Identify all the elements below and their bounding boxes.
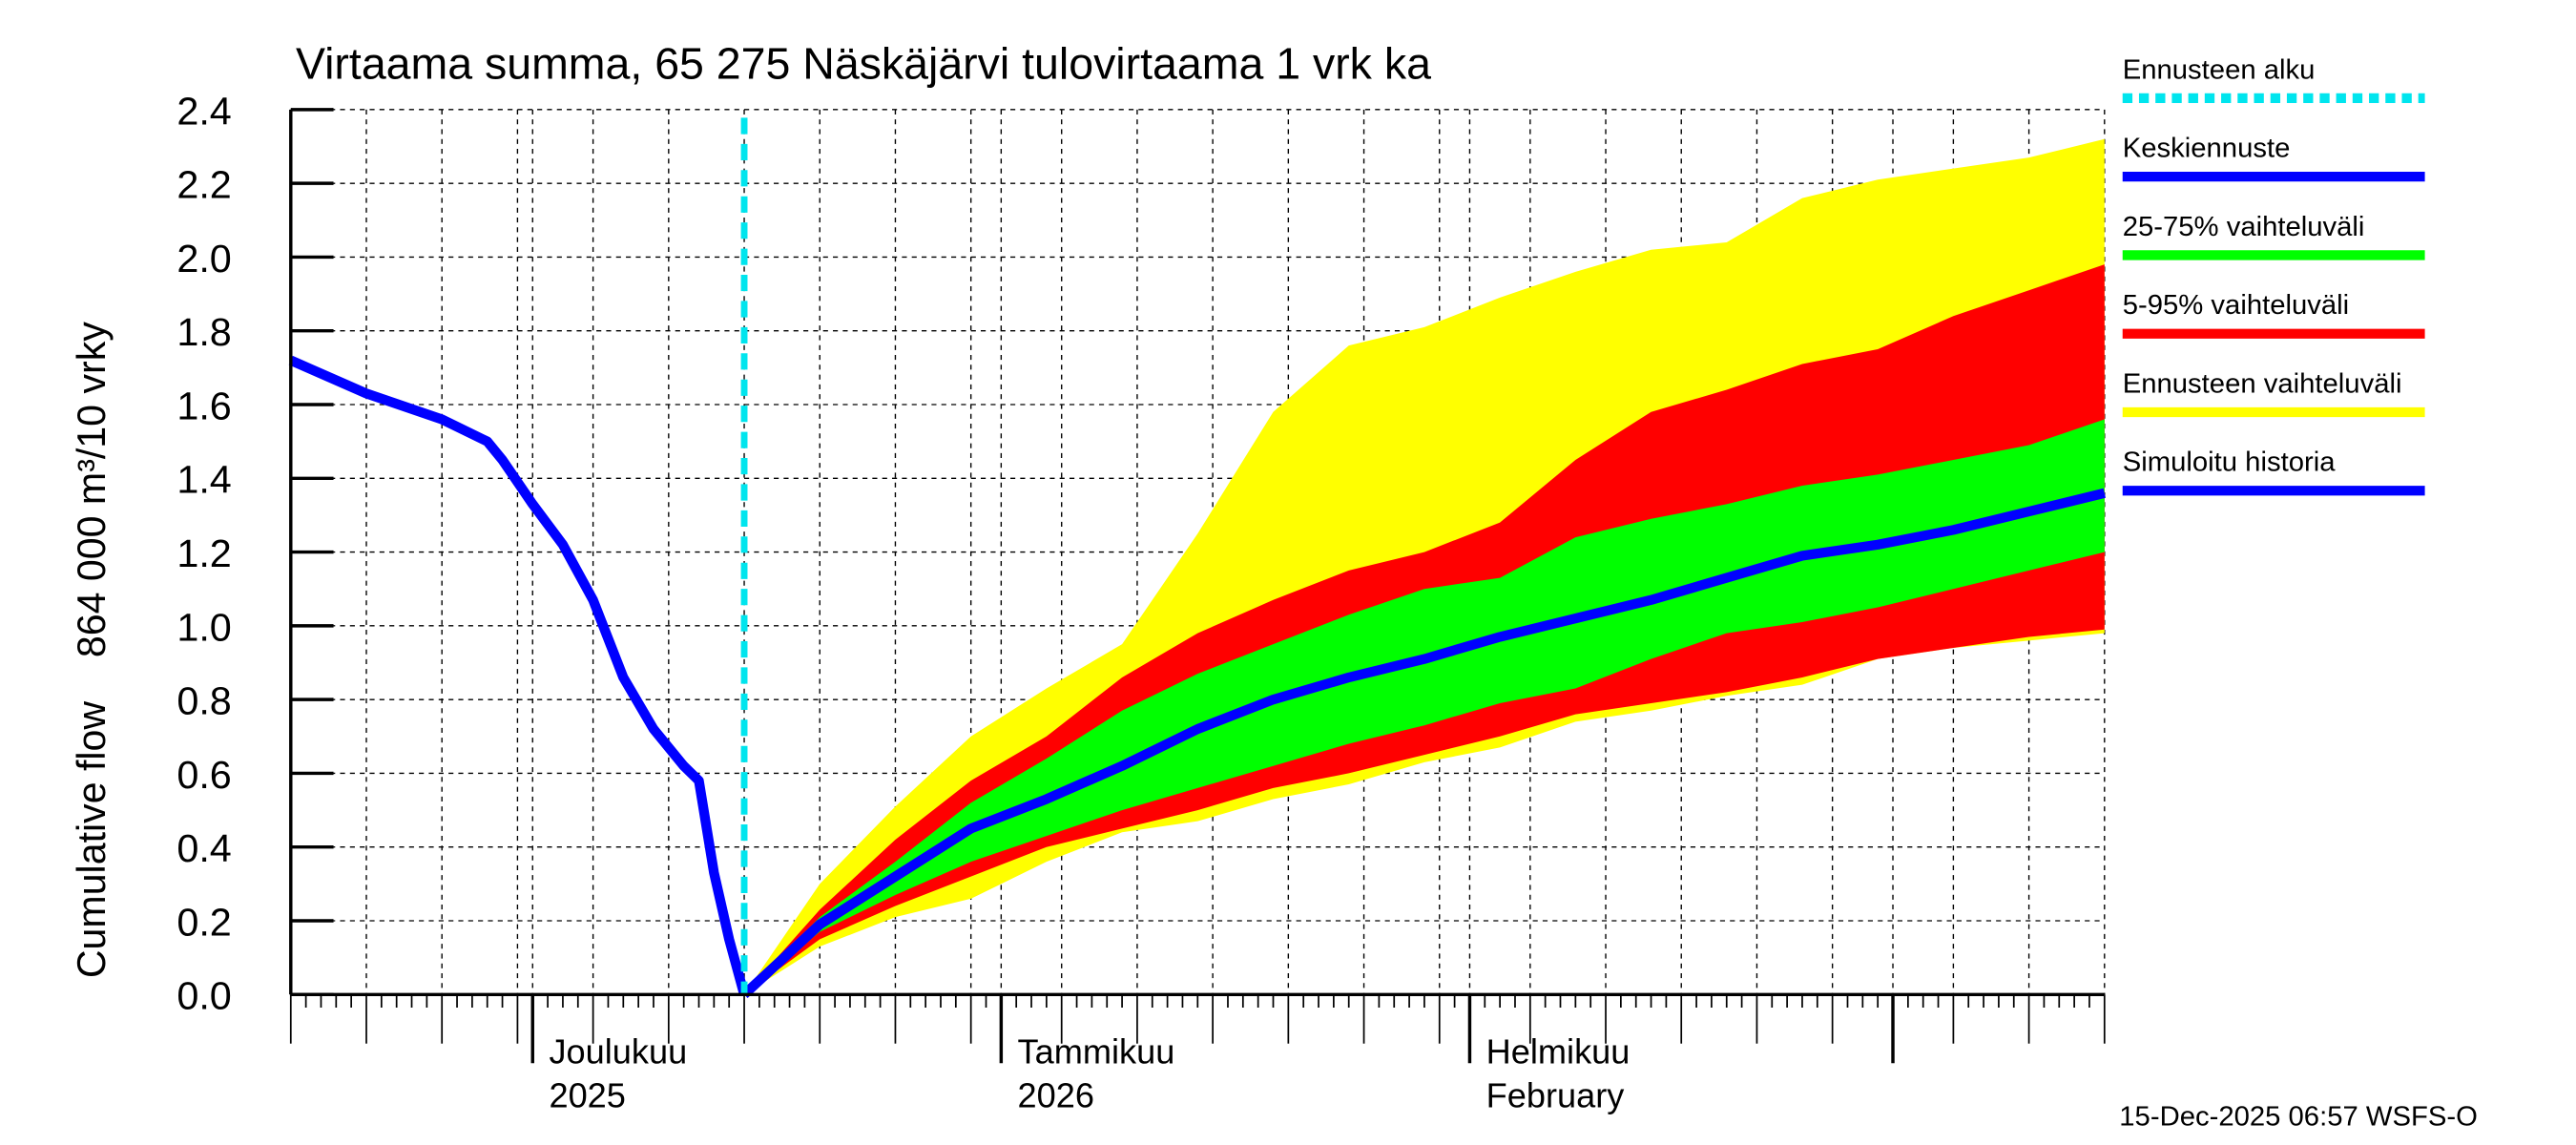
legend-label: Keskiennuste bbox=[2123, 134, 2291, 164]
y-tick-label: 0.6 bbox=[177, 753, 231, 797]
month-label: Joulukuu bbox=[549, 1031, 687, 1071]
axes: 0.0 0.2 0.4 0.6 0.8 1.0 1.2 1.4 1.6 1.8 2.0 2.2 2.4 J… bbox=[177, 89, 2106, 1115]
series-lines bbox=[288, 117, 2107, 999]
y-tick-label: 1.4 bbox=[177, 458, 231, 502]
y-tick-label: 1.8 bbox=[177, 310, 231, 354]
legend-label: 25-75% vaihteluväli bbox=[2123, 212, 2365, 242]
legend: Ennusteen alku Keskiennuste 25-75% vaihtel… bbox=[2123, 54, 2425, 496]
median-forecast-line bbox=[740, 488, 2107, 999]
y-tick-label: 2.2 bbox=[177, 163, 231, 207]
chart-title: Virtaama summa, 65 275 Näskäjärvi tulovi… bbox=[296, 38, 1431, 88]
y-tick-label: 0.8 bbox=[177, 679, 231, 723]
legend-label: Simuloitu historia bbox=[2123, 448, 2337, 478]
y-tick-label: 2.0 bbox=[177, 237, 231, 281]
simulated-history-line bbox=[288, 355, 750, 996]
month-label: Helmikuu bbox=[1486, 1031, 1631, 1071]
timestamp-footer: 15-Dec-2025 06:57 WSFS-O bbox=[2119, 1101, 2478, 1132]
year-label: 2025 bbox=[549, 1076, 625, 1115]
legend-label: 5-95% vaihteluväli bbox=[2123, 290, 2349, 321]
y-tick-label: 1.0 bbox=[177, 605, 231, 649]
y-tick-label: 1.6 bbox=[177, 385, 231, 428]
legend-label: Ennusteen alku bbox=[2123, 54, 2316, 85]
y-tick-label: 0.2 bbox=[177, 901, 231, 945]
month-label: Tammikuu bbox=[1018, 1031, 1175, 1071]
year-label: 2026 bbox=[1018, 1076, 1094, 1115]
forecast-bands bbox=[744, 138, 2105, 995]
y-axis-label: Cumulative flow 864 000 m³/10 vrky bbox=[70, 322, 114, 978]
y-tick-label: 0.4 bbox=[177, 826, 231, 870]
y-tick-label: 1.2 bbox=[177, 531, 231, 575]
year-label: February bbox=[1486, 1076, 1625, 1115]
legend-label: Ennusteen vaihteluväli bbox=[2123, 368, 2402, 399]
y-tick-label: 0.0 bbox=[177, 974, 231, 1018]
y-tick-label: 2.4 bbox=[177, 89, 231, 133]
